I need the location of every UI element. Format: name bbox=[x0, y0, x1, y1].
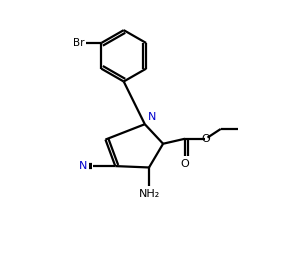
Text: N: N bbox=[79, 161, 87, 171]
Text: Br: Br bbox=[73, 38, 84, 48]
Text: N: N bbox=[148, 112, 156, 122]
Text: O: O bbox=[181, 159, 189, 169]
Text: NH₂: NH₂ bbox=[138, 189, 160, 199]
Text: O: O bbox=[201, 134, 210, 144]
